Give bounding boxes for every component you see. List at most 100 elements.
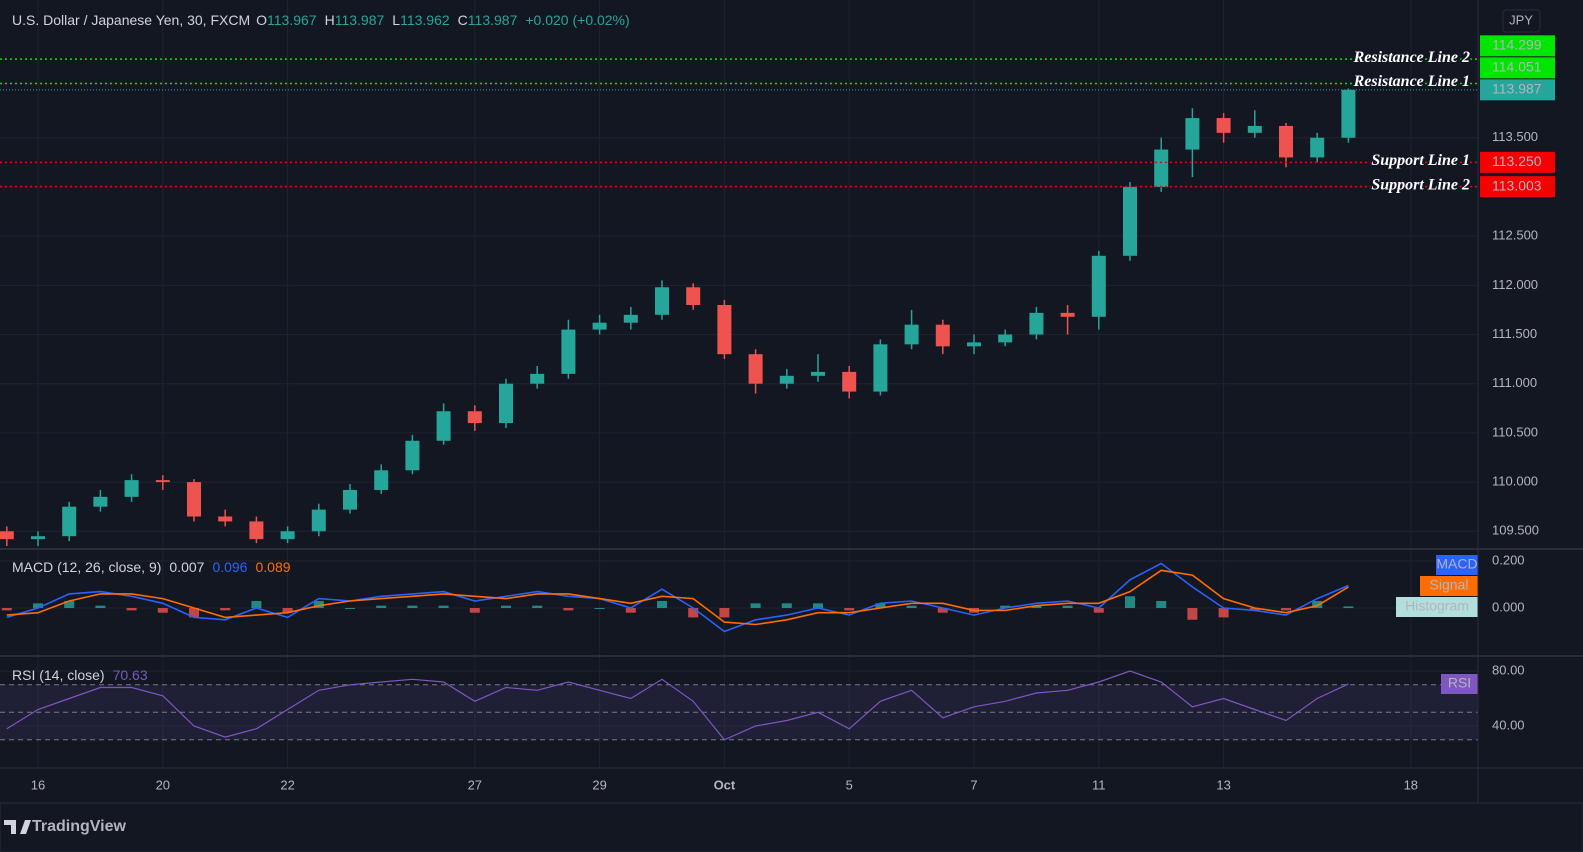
histogram-bar <box>1281 608 1291 611</box>
histogram-bar <box>157 608 168 613</box>
x-tick-label: 29 <box>592 777 606 792</box>
histogram-bar <box>657 600 667 609</box>
ohlc-letter: L <box>392 12 400 28</box>
candle-body <box>218 516 233 522</box>
y-tick-label: 110.500 <box>1492 424 1538 439</box>
candle-body <box>1279 125 1293 158</box>
x-tick-label: 22 <box>280 777 294 792</box>
x-tick-label: 20 <box>156 777 170 792</box>
candle-body <box>249 521 264 540</box>
candle-body <box>748 354 763 384</box>
price-label: 113.987 <box>1492 81 1542 97</box>
x-tick-label: 18 <box>1404 777 1418 792</box>
y-tick-label: 110.000 <box>1492 474 1538 489</box>
histogram-bar <box>875 603 886 609</box>
candle-body <box>1247 125 1262 133</box>
histogram-bar <box>1249 608 1260 611</box>
histogram-bar <box>126 608 137 611</box>
ohlc-letter: H <box>325 12 335 28</box>
grid <box>0 0 1478 768</box>
price-label: 114.299 <box>1492 37 1542 53</box>
y-tick-label: 80.00 <box>1492 662 1525 677</box>
histogram-bar <box>345 608 355 610</box>
histogram-bar <box>688 608 699 618</box>
legend-tag <box>1436 555 1478 575</box>
candle-body <box>280 531 295 540</box>
y-tick-label: 111.000 <box>1492 375 1537 390</box>
signal-value: 0.089 <box>255 559 290 575</box>
ohlc-letter: C <box>458 12 468 28</box>
histogram-bar <box>64 600 75 609</box>
candle-body <box>935 324 950 347</box>
price-label-box <box>1480 151 1555 173</box>
candle-body <box>1029 312 1044 335</box>
ohlc-value: 113.987 <box>335 12 385 28</box>
histogram-bar <box>33 603 43 609</box>
histogram-bar <box>844 608 855 611</box>
candle-body <box>31 536 45 540</box>
candle-body <box>187 482 201 517</box>
histogram-bar <box>750 603 761 609</box>
price-label: 114.051 <box>1492 59 1542 75</box>
legend-tag <box>1441 674 1478 694</box>
candle-body <box>62 506 77 537</box>
price-label-box <box>1480 79 1555 101</box>
histogram-bar <box>95 605 106 609</box>
candle-body <box>873 344 888 392</box>
candle-body <box>1310 137 1325 158</box>
ohlc-value: 113.987 <box>468 12 518 28</box>
legend-label: RSI <box>1448 675 1471 691</box>
marks <box>0 58 1478 741</box>
currency[interactable]: JPY <box>1509 12 1533 27</box>
candle-body <box>0 531 14 540</box>
price-label-box <box>1480 57 1555 79</box>
histogram-bar <box>563 608 574 611</box>
candle-body <box>1123 186 1137 256</box>
y-tick-label: 112.000 <box>1492 277 1538 292</box>
histogram-bar <box>1187 608 1198 620</box>
change: +0.020 (+0.02%) <box>525 12 629 28</box>
series-line <box>6 569 1349 626</box>
level-name: Support Line 1 <box>1371 152 1470 169</box>
candle-body <box>311 509 326 532</box>
histogram-bar <box>937 608 948 613</box>
price-label: 113.003 <box>1492 177 1542 193</box>
histogram-bar <box>1312 600 1323 609</box>
candle-body <box>1091 255 1106 317</box>
histogram-bar <box>313 600 324 609</box>
y-tick-label: 0.000 <box>1492 599 1525 614</box>
level-name: Resistance Line 1 <box>1353 73 1470 90</box>
candle-body <box>561 329 576 374</box>
histogram-bar <box>625 608 636 613</box>
macd-title: MACD (12, 26, close, 9) <box>12 559 161 575</box>
brand-logo[interactable] <box>4 820 31 834</box>
y-tick-label: 111.500 <box>1492 326 1537 341</box>
price-label-box <box>1480 176 1555 198</box>
rsi-value: 70.63 <box>113 667 148 683</box>
candle-body <box>1060 312 1075 317</box>
histogram-bar <box>594 608 605 610</box>
histogram-bar <box>376 605 387 609</box>
candle-body <box>686 287 701 305</box>
histogram-bar <box>1156 600 1167 609</box>
labels: 16 20 22 27 29 Oct 5 7 11 13 18 109.500 110.000 110.5… <box>31 35 1555 792</box>
histogram-bar <box>906 605 917 609</box>
macd-value: 0.096 <box>212 559 247 575</box>
histogram-bar <box>189 608 199 618</box>
candle-body <box>842 371 857 392</box>
x-tick-label: 13 <box>1216 777 1230 792</box>
candle-body <box>1216 118 1231 133</box>
brand[interactable]: TradingView <box>32 818 127 835</box>
footer <box>0 802 1583 852</box>
candle-body <box>655 287 669 315</box>
candle-body <box>155 480 170 483</box>
histogram-bar <box>282 608 293 613</box>
candle-body <box>530 373 545 384</box>
histogram-value: 0.007 <box>169 559 204 575</box>
candle-body <box>374 470 389 490</box>
ohlc-letter: O <box>256 12 267 28</box>
currency-box[interactable] <box>1502 9 1541 33</box>
chart-header: U.S. Dollar / Japanese Yen, 30, FXCM O113… <box>12 12 630 28</box>
histogram-bar <box>1218 608 1229 618</box>
